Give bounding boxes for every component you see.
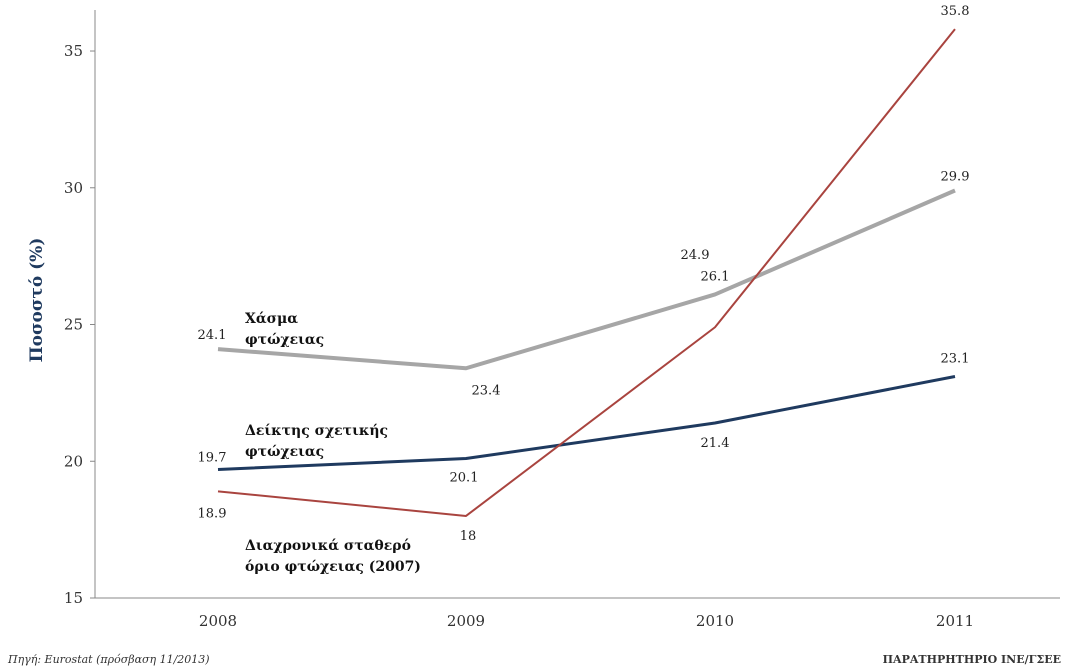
- x-tick-label: 2008: [199, 612, 237, 630]
- series-label-fixed: Διαχρονικά σταθερό όριο φτώχειας (2007): [245, 538, 421, 575]
- y-tick-label: 15: [64, 589, 83, 607]
- data-label: 23.1: [941, 351, 970, 366]
- x-tick-label: 2010: [696, 612, 734, 630]
- gap-label-line1: Χάσμα: [245, 311, 298, 327]
- y-tick-label: 20: [64, 452, 83, 470]
- y-axis-label: Ποσοστό (%): [27, 238, 47, 363]
- x-axis: 2008 2009 2010 2011: [95, 597, 1060, 630]
- data-label: 24.1: [198, 328, 227, 343]
- data-label: 20.1: [450, 471, 479, 486]
- series-line: [217, 375, 956, 471]
- fixed-label-line2: όριο φτώχειας (2007): [245, 559, 421, 575]
- y-tick-label: 30: [64, 179, 83, 197]
- data-label: 26.1: [701, 269, 730, 284]
- data-label: 18: [460, 529, 477, 544]
- credit-note: ΠΑΡΑΤΗΡΗΤΗΡΙΟ ΙΝΕ/ΓΣΕΕ: [882, 653, 1061, 666]
- series-label-relative: Δείκτης σχετικής φτώχειας: [245, 422, 388, 460]
- series-line: [217, 188, 956, 371]
- series-lines: [217, 28, 956, 517]
- x-tick-label: 2009: [447, 612, 485, 630]
- series-label-gap: Χάσμα φτώχειας: [245, 311, 324, 348]
- fixed-label-line1: Διαχρονικά σταθερό: [245, 538, 411, 554]
- x-tick-label: 2011: [936, 612, 974, 630]
- data-label: 18.9: [198, 506, 227, 521]
- data-label: 24.9: [681, 248, 710, 263]
- series-line: [217, 28, 956, 517]
- data-label: 21.4: [701, 436, 730, 451]
- relative-label-line1: Δείκτης σχετικής: [245, 422, 388, 439]
- y-tick-label: 35: [64, 42, 83, 60]
- data-label: 29.9: [941, 170, 970, 185]
- y-tick-label: 25: [64, 316, 83, 334]
- data-label: 35.8: [941, 4, 970, 19]
- data-label: 19.7: [198, 450, 227, 465]
- gap-label-line2: φτώχειας: [245, 332, 324, 348]
- y-axis: 15 20 25 30 35: [64, 10, 96, 607]
- data-label: 23.4: [472, 383, 501, 398]
- source-note: Πηγή: Eurostat (πρόσβαση 11/2013): [8, 653, 210, 666]
- data-labels: 24.1 23.4 26.1 29.9 19.7 20.1 21.4 23.1 18.9 18 24…: [198, 4, 970, 544]
- relative-label-line2: φτώχειας: [245, 444, 324, 460]
